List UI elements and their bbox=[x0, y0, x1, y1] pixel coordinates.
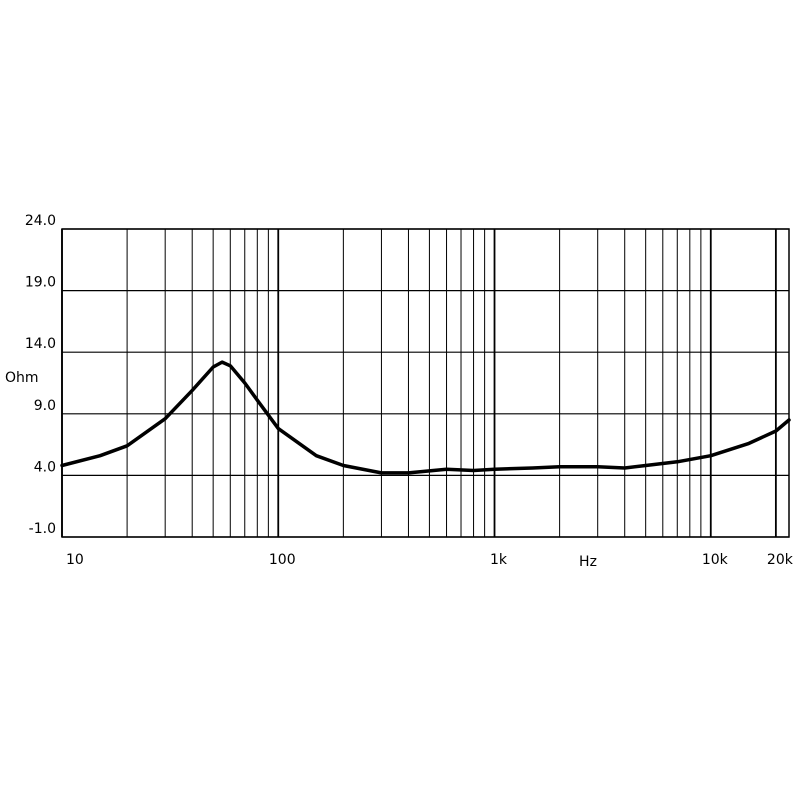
y-tick-label: -1.0 bbox=[29, 521, 56, 537]
y-tick-label: 9.0 bbox=[34, 398, 56, 414]
y-tick-label: 19.0 bbox=[25, 275, 56, 291]
impedance-curve bbox=[60, 360, 791, 475]
y-tick-label: 14.0 bbox=[25, 336, 56, 352]
x-axis-label: Hz bbox=[579, 554, 597, 570]
x-tick-label: 10 bbox=[66, 552, 84, 568]
x-tick-label: 100 bbox=[269, 552, 296, 568]
plot-frame bbox=[61, 228, 790, 538]
x-tick-label: 10k bbox=[702, 552, 729, 568]
y-tick-label: 4.0 bbox=[34, 459, 56, 475]
y-axis-label: Ohm bbox=[5, 370, 39, 386]
x-tick-label: 20k bbox=[767, 552, 794, 568]
y-tick-label: 24.0 bbox=[25, 213, 56, 229]
x-tick-label: 1k bbox=[490, 552, 508, 568]
